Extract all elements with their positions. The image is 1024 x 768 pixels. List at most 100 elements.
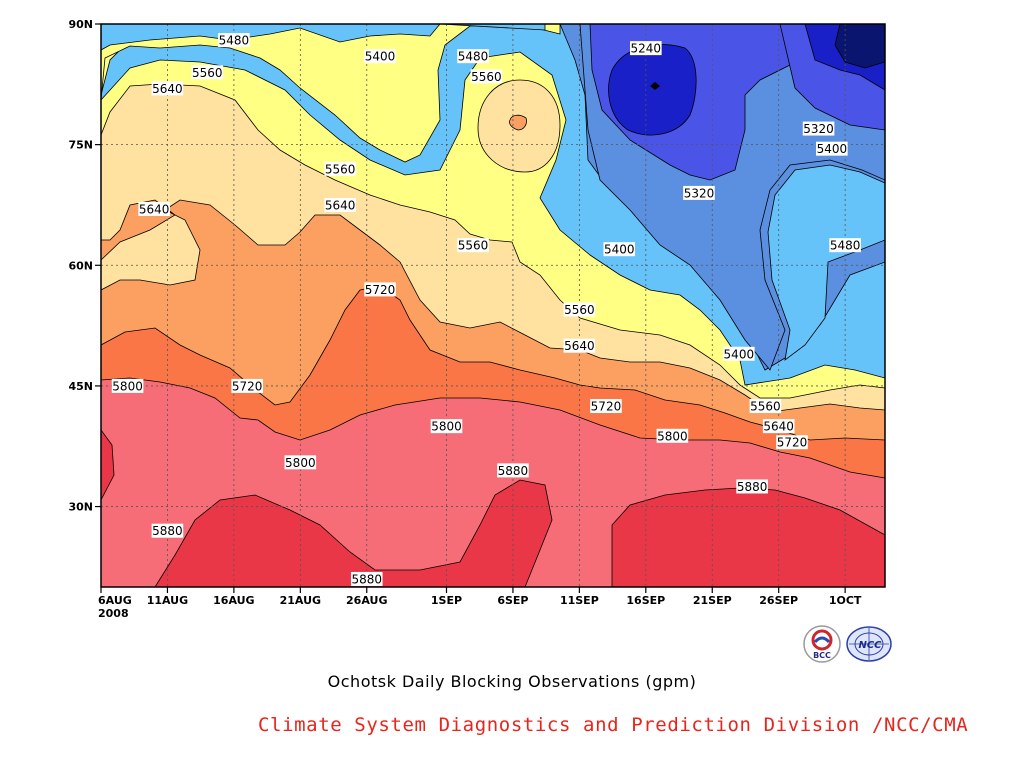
region-5480-5560-b bbox=[101, 24, 546, 51]
plot-frame bbox=[100, 23, 886, 588]
region-max-west bbox=[101, 429, 115, 501]
contour-label-bg bbox=[350, 571, 383, 586]
contour-label-bg bbox=[603, 242, 636, 257]
x-tick-label: 6AUG bbox=[98, 594, 132, 607]
contour-label: 5880 bbox=[498, 464, 529, 478]
contour-label: 5800 bbox=[431, 420, 462, 434]
contour-label-bg bbox=[470, 69, 503, 84]
x-tick-label: 26SEP bbox=[759, 594, 798, 607]
contour-fills bbox=[101, 24, 885, 587]
contour-label-bg bbox=[590, 399, 622, 414]
contour-label: 5640 bbox=[564, 339, 595, 353]
contour-label: 5800 bbox=[285, 456, 316, 470]
x-tick-label: 1SEP bbox=[431, 594, 462, 607]
contour-label: 5560 bbox=[458, 239, 489, 253]
contour-label: 5400 bbox=[817, 142, 848, 156]
x-tick-label: 11SEP bbox=[560, 594, 599, 607]
y-tick-label: 30N bbox=[68, 501, 93, 514]
contour-labels: 5480 5400 5480 5240 5560 5560 5640 5320 5400 5560… bbox=[111, 33, 861, 586]
contour-label-bg bbox=[111, 378, 144, 393]
contour-label: 5720 bbox=[232, 379, 263, 393]
contour-label: 5640 bbox=[139, 202, 170, 216]
x-tick-label: 2008 bbox=[98, 607, 129, 620]
contour-label: 5880 bbox=[737, 480, 768, 494]
contour-label: 5400 bbox=[365, 50, 396, 64]
region-5480-5560-east bbox=[767, 164, 885, 361]
contour-label: 5800 bbox=[112, 379, 143, 393]
y-tick-label: 60N bbox=[68, 259, 93, 272]
contour-label-bg bbox=[457, 49, 489, 64]
contour-label-bg bbox=[284, 455, 317, 470]
credit-text: Climate System Diagnostics and Predictio… bbox=[258, 714, 969, 736]
x-tick-label: 1OCT bbox=[829, 594, 862, 607]
contour-label: 5640 bbox=[152, 82, 183, 96]
contour-label-bg bbox=[364, 49, 396, 64]
contour-label-bg bbox=[324, 197, 356, 212]
x-tick-label: 21SEP bbox=[693, 594, 732, 607]
region-lt5240 bbox=[834, 24, 885, 69]
contour-label-bg bbox=[683, 185, 715, 200]
contour-label: 5320 bbox=[803, 122, 834, 136]
x-tick-label: 26AUG bbox=[346, 594, 387, 607]
y-tick-label: 90N bbox=[68, 18, 93, 31]
contour-label-bg bbox=[457, 238, 489, 253]
contour-label-bg bbox=[829, 238, 861, 253]
contour-label: 5480 bbox=[458, 50, 489, 64]
contour-label-bg bbox=[563, 302, 596, 317]
contour-label-bg bbox=[430, 419, 463, 434]
contour-label: 5240 bbox=[631, 42, 662, 56]
minimum-marker bbox=[650, 82, 660, 90]
contour-label-bg bbox=[497, 463, 529, 478]
contour-label: 5720 bbox=[777, 436, 808, 450]
contour-label: 5720 bbox=[365, 283, 396, 297]
contour-label: 5560 bbox=[750, 400, 781, 414]
contour-label-bg bbox=[776, 435, 808, 450]
contour-label-bg bbox=[816, 141, 848, 156]
contour-label-bg bbox=[151, 523, 184, 538]
contour-label-bg bbox=[563, 338, 596, 353]
x-tick-label: 16SEP bbox=[626, 594, 665, 607]
x-tick-label: 16AUG bbox=[213, 594, 254, 607]
chart-title: Ochotsk Daily Blocking Observations (gpm… bbox=[327, 672, 697, 691]
contour-label: 5800 bbox=[657, 429, 688, 443]
contour-label-bg bbox=[138, 201, 170, 216]
x-tick-label: 21AUG bbox=[280, 594, 321, 607]
contour-label-bg bbox=[191, 65, 224, 80]
contour-label: 5560 bbox=[564, 303, 595, 317]
region-5240-5320 bbox=[608, 44, 697, 136]
contour-label: 5400 bbox=[604, 243, 635, 257]
contour-label-bg bbox=[723, 346, 755, 361]
contour-label-bg bbox=[762, 419, 795, 434]
contour-label-bg bbox=[231, 378, 263, 393]
contour-label-bg bbox=[656, 428, 689, 443]
y-tick-label: 45N bbox=[68, 380, 93, 393]
x-tick-label: 6SEP bbox=[497, 594, 528, 607]
contour-label: 5880 bbox=[351, 572, 382, 586]
bcc-logo-text: BCC bbox=[813, 651, 831, 660]
contour-label: 5400 bbox=[724, 347, 755, 361]
contour-label: 5880 bbox=[152, 524, 183, 538]
contour-label-bg bbox=[802, 121, 835, 136]
contour-label: 5640 bbox=[763, 420, 794, 434]
contour-label-bg bbox=[630, 41, 662, 56]
contour-label-bg bbox=[364, 282, 396, 297]
x-tick-label: 11AUG bbox=[147, 594, 188, 607]
contour-label: 5560 bbox=[471, 70, 502, 84]
contour-label: 5640 bbox=[325, 198, 356, 212]
ncc-logo-icon: NCC bbox=[846, 626, 892, 662]
region-5720-5800-tip bbox=[509, 114, 527, 131]
contour-label-bg bbox=[736, 479, 768, 494]
contour-label: 5480 bbox=[219, 34, 250, 48]
contour-label-bg bbox=[324, 161, 356, 176]
contour-label: 5320 bbox=[684, 186, 715, 200]
contour-label-bg bbox=[151, 81, 184, 96]
bcc-logo-icon: BCC bbox=[803, 625, 841, 663]
contour-label: 5560 bbox=[325, 162, 356, 176]
contour-label: 5560 bbox=[192, 66, 223, 80]
contour-label-bg bbox=[749, 399, 782, 414]
ncc-logo-text: NCC bbox=[858, 640, 882, 651]
contour-label: 5480 bbox=[830, 239, 861, 253]
y-tick-label: 75N bbox=[68, 139, 93, 152]
